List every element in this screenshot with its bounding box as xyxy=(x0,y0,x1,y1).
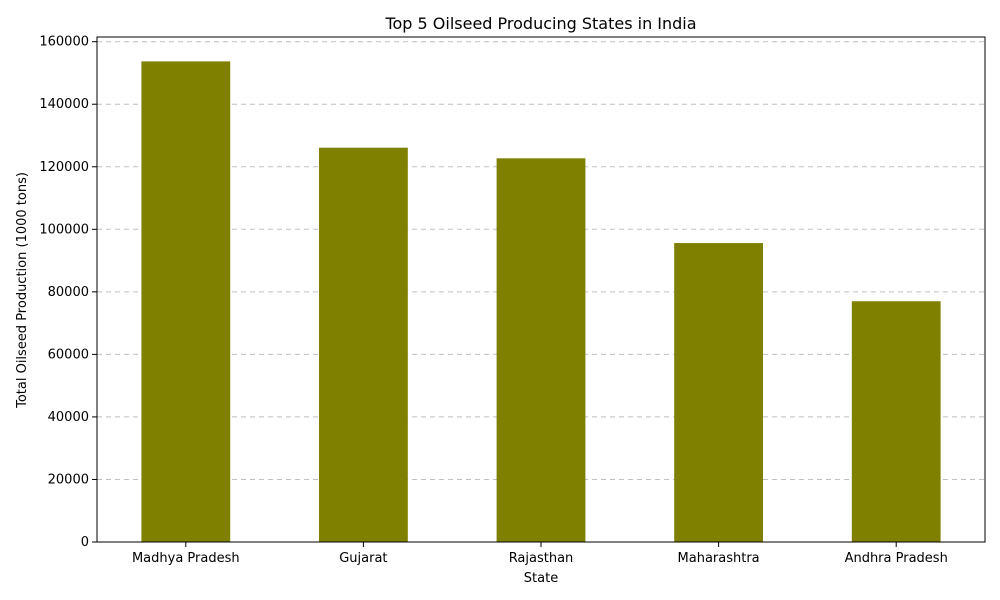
bar xyxy=(851,301,941,542)
x-tick-label: Gujarat xyxy=(339,551,387,566)
x-axis: Madhya Pradesh Gujarat Rajasthan Maharashtr… xyxy=(132,542,948,566)
y-tick-label: 60000 xyxy=(48,347,89,362)
y-tick-label: 20000 xyxy=(48,472,89,487)
bar xyxy=(141,61,231,543)
bar xyxy=(496,158,586,542)
x-tick-label: Andhra Pradesh xyxy=(845,551,948,566)
y-tick-label: 40000 xyxy=(48,410,89,425)
y-tick-label: 160000 xyxy=(39,35,89,50)
bars-layer xyxy=(141,61,941,543)
y-tick-label: 80000 xyxy=(48,285,89,300)
y-tick-label: 140000 xyxy=(39,97,89,112)
y-axis: 0 20000 40000 60000 80000 100000 120000 140000 1… xyxy=(39,35,97,550)
bar xyxy=(319,147,408,543)
y-tick-label: 0 xyxy=(81,535,89,550)
chart-title: Top 5 Oilseed Producing States in India xyxy=(384,14,696,33)
y-tick-label: 120000 xyxy=(39,160,89,175)
x-axis-label: State xyxy=(524,571,558,586)
x-tick-label: Madhya Pradesh xyxy=(132,551,240,566)
bar xyxy=(674,243,763,543)
x-tick-label: Maharashtra xyxy=(678,551,760,566)
y-axis-label: Total Oilseed Production (1000 tons) xyxy=(15,172,30,409)
plot-frame xyxy=(96,36,986,543)
y-tick-label: 100000 xyxy=(39,222,89,237)
x-tick-label: Rajasthan xyxy=(509,551,574,566)
